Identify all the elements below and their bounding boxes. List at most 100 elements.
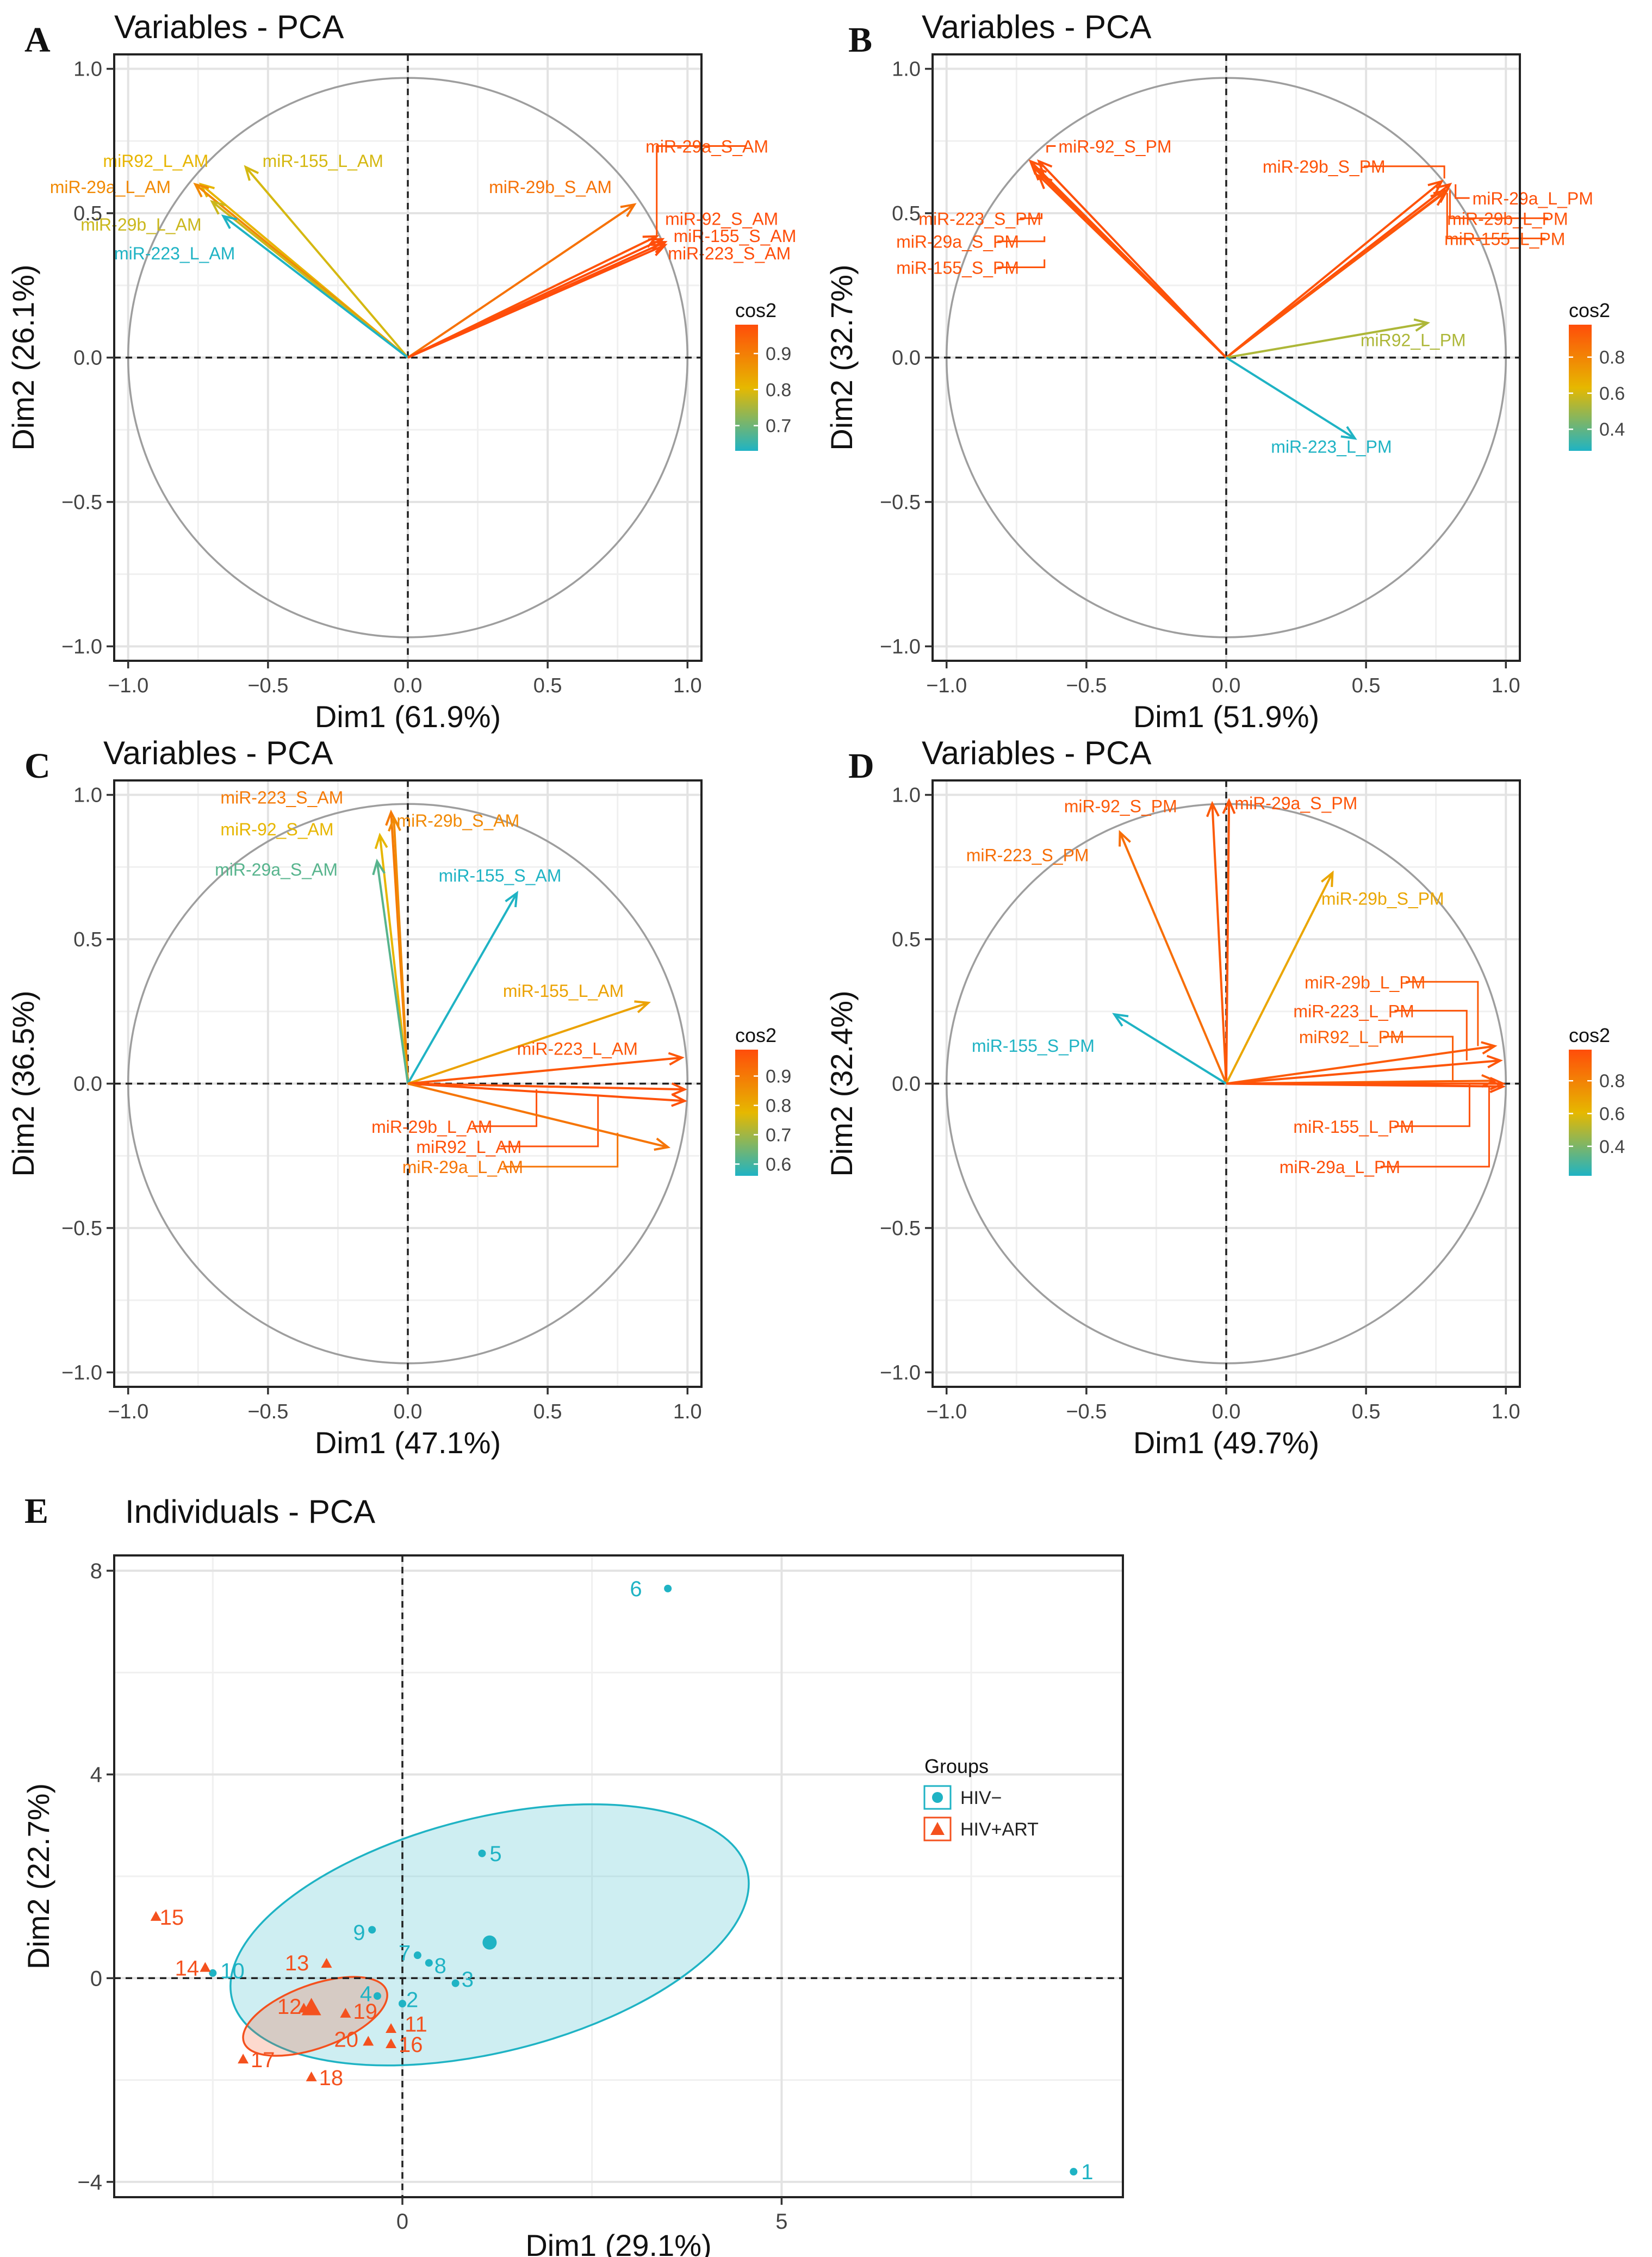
variable-label: miR-29b_S_AM [396, 811, 519, 830]
y-axis-label: Dim2 (32.4%) [824, 990, 859, 1176]
groups-legend: Groups HIV− HIV+ART [923, 1755, 1039, 1841]
data-point [363, 2036, 374, 2046]
variable-arrowhead [505, 890, 519, 908]
y-tick-label: −1.0 [61, 1361, 102, 1384]
variable-vector [1225, 192, 1445, 359]
variable-vector [1225, 801, 1231, 1084]
legend-item-label: HIV− [960, 1788, 1002, 1808]
variable-vector [222, 215, 409, 359]
plot-border [113, 1554, 1124, 2198]
variable-arrowhead [372, 858, 386, 876]
y-tick-label: 0.5 [892, 202, 921, 225]
variable-arrowhead [1340, 426, 1357, 440]
variable-arrowhead [221, 214, 238, 230]
panel-letter: D [848, 746, 874, 786]
x-tick-label: 0.0 [394, 1400, 423, 1423]
variable-arrowhead [1036, 173, 1053, 189]
data-point [373, 1992, 381, 2000]
y-tick-label: −0.5 [61, 491, 102, 514]
variable-label: miR-29a_S_AM [215, 860, 338, 879]
x-tick-label: 1.0 [673, 1400, 702, 1423]
data-point [386, 2023, 397, 2033]
legend-item-label: HIV+ART [960, 1819, 1039, 1840]
variable-label: miR-92_S_AM [220, 820, 333, 839]
confidence-ellipse [229, 1803, 750, 2067]
point-label: 9 [353, 1921, 365, 1945]
variable-label: miR-92_S_AM [665, 209, 778, 228]
x-tick-label: 0.5 [1352, 674, 1381, 697]
variable-vector [407, 892, 518, 1084]
variable-arrowhead [1430, 191, 1447, 206]
group-centroid [482, 1935, 497, 1950]
legend-colorbar [1569, 325, 1592, 451]
x-axis-label: Dim1 (51.9%) [1133, 699, 1319, 734]
point-label: 19 [353, 2000, 377, 2024]
y-tick-label: 1.0 [73, 784, 102, 807]
y-tick-label: 1.0 [73, 58, 102, 81]
variable-label: miR92_L_AM [103, 151, 208, 171]
x-axis-label: Dim1 (49.7%) [1133, 1425, 1319, 1460]
data-point [340, 2007, 351, 2018]
legend-tick-label: 0.8 [766, 1096, 791, 1117]
legend-colorbar [1569, 1050, 1592, 1176]
variable-label: miR-29b_L_AM [371, 1117, 492, 1137]
point-label: 4 [360, 1982, 372, 2006]
variable-vector [376, 861, 409, 1084]
label-connector [997, 259, 1046, 269]
variable-label: miR-29a_S_AM [645, 137, 768, 157]
variable-arrowhead [1206, 801, 1220, 817]
variable-label: miR92_L_PM [1299, 1027, 1405, 1047]
variable-label: miR-223_S_PM [918, 209, 1041, 228]
variable-label: miR-223_S_AM [668, 244, 791, 263]
variable-label: miR-29a_L_AM [50, 177, 171, 197]
variable-label: miR-155_S_PM [896, 258, 1019, 278]
variable-label: miR-155_S_AM [674, 226, 797, 246]
label-connector [1020, 213, 1043, 219]
y-axis-label: Dim2 (22.7%) [21, 1783, 55, 1969]
panel-letter: A [24, 20, 51, 60]
variable-arrowhead [1222, 798, 1236, 814]
label-connector [1394, 1009, 1468, 1061]
variable-label: miR-29a_L_AM [402, 1157, 523, 1177]
data-point [200, 1962, 211, 1972]
legend-tick-label: 0.4 [1599, 419, 1625, 440]
variable-arrowhead [388, 815, 401, 832]
legend-colorbar [735, 325, 758, 451]
variable-arrowhead [1489, 1080, 1506, 1093]
x-tick-label: 5 [775, 2210, 787, 2234]
legend-tick-label: 0.9 [766, 1067, 791, 1087]
panel-d: D Variables - PCA miR-92_S_PM miR-29a_S_PMm… [824, 735, 1625, 1460]
point-label: 18 [319, 2066, 344, 2090]
point-label: 3 [462, 1968, 474, 1992]
x-tick-label: 0.5 [1352, 1400, 1381, 1423]
label-connector [1449, 190, 1549, 219]
x-tick-label: −0.5 [1066, 674, 1107, 697]
variable-arrowhead [1119, 830, 1131, 847]
variable-arrowhead [1413, 318, 1431, 332]
data-point [413, 1951, 421, 1960]
cos2-legend: cos2 0.4 0.6 0.8 [1569, 1024, 1625, 1176]
point-label: 10 [220, 1959, 245, 1983]
variable-label: miR-223_S_AM [220, 788, 343, 807]
confidence-ellipse [242, 1976, 388, 2057]
y-axis-label: Dim2 (36.5%) [6, 990, 40, 1176]
variable-label: miR-29a_L_PM [1473, 189, 1593, 208]
variable-vector [1225, 872, 1334, 1084]
y-tick-label: 1.0 [892, 58, 921, 81]
chart-title: Variables - PCA [922, 9, 1151, 45]
variable-label: miR92_L_AM [416, 1137, 521, 1157]
variable-vector [1225, 356, 1356, 439]
legend-title: Groups [924, 1755, 989, 1777]
data-point [238, 2054, 249, 2064]
x-tick-label: 0.0 [1212, 674, 1241, 697]
variable-vector [407, 1082, 685, 1091]
point-label: 20 [334, 2028, 358, 2052]
data-point [451, 1979, 459, 1987]
x-axis-label: Dim1 (29.1%) [525, 2228, 711, 2257]
variable-label: miR-92_S_PM [1064, 796, 1177, 816]
cos2-legend: cos2 0.6 0.7 0.8 0.9 [735, 1024, 791, 1176]
variable-vector [1226, 1082, 1504, 1088]
point-label: 14 [175, 1957, 200, 1981]
